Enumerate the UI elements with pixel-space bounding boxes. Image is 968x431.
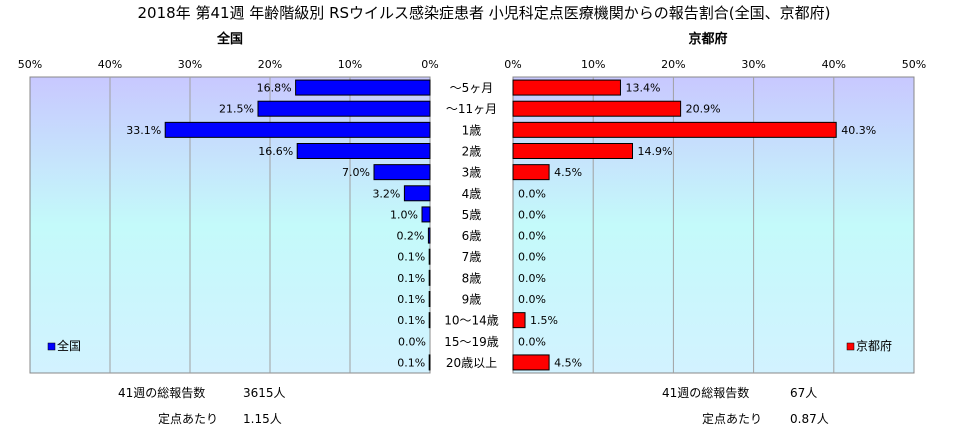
national-bar: [428, 354, 431, 371]
national-bar: [428, 269, 431, 286]
national-legend-label: 全国: [57, 338, 81, 353]
kyoto-data-label: 40.3%: [841, 124, 876, 137]
right-tick-label: 30%: [741, 58, 765, 71]
kyoto-data-label: 4.5%: [554, 166, 582, 179]
kyoto-total-label: 41週の総報告数: [662, 386, 750, 400]
national-bar: [421, 206, 431, 223]
kyoto-data-label: 0.0%: [518, 187, 546, 200]
right-tick-label: 0%: [504, 58, 521, 71]
national-data-label: 0.1%: [397, 314, 425, 327]
national-data-label: 3.2%: [372, 187, 400, 200]
kyoto-bar: [512, 354, 550, 371]
kyoto-data-label: 0.0%: [518, 335, 546, 348]
national-bar: [428, 291, 431, 307]
kyoto-data-label: 1.5%: [530, 314, 558, 327]
category-label: ～11ヶ月: [446, 102, 497, 116]
kyoto-data-label: 0.0%: [518, 272, 546, 285]
right-plot-area: [512, 76, 915, 374]
kyoto-bar: [512, 312, 526, 329]
kyoto-bar: [512, 164, 550, 181]
national-bar: [427, 227, 431, 244]
right-tick-label: 20%: [661, 58, 685, 71]
kyoto-data-label: 0.0%: [518, 293, 546, 306]
national-per-site-label: 定点あたり: [158, 412, 219, 426]
kyoto-bar: [512, 79, 621, 96]
national-bar: [257, 100, 431, 117]
kyoto-data-label: 0.0%: [518, 230, 546, 243]
left-tick-label: 50%: [18, 58, 42, 71]
national-bar: [295, 79, 431, 96]
national-bar: [296, 143, 431, 159]
kyoto-bar: [512, 100, 682, 117]
kyoto-data-label: 20.9%: [686, 103, 721, 116]
kyoto-legend-label: 京都府: [856, 338, 892, 353]
kyoto-per-site-label: 定点あたり: [702, 412, 763, 426]
kyoto-bar: [512, 143, 633, 159]
category-label: 8歳: [462, 271, 482, 285]
national-panel-heading: 全国: [216, 31, 243, 47]
national-data-label: 0.1%: [397, 293, 425, 306]
national-data-label: 33.1%: [126, 124, 161, 137]
kyoto-total-value: 67人: [790, 386, 818, 400]
category-label: 4歳: [462, 187, 482, 201]
national-per-site-value: 1.15人: [243, 412, 282, 426]
national-data-label: 0.1%: [397, 272, 425, 285]
right-tick-label: 40%: [822, 58, 846, 71]
category-label: 10～14歳: [444, 314, 499, 328]
category-label: 9歳: [462, 293, 482, 307]
category-label: 20歳以上: [446, 356, 497, 370]
national-bar: [373, 164, 431, 181]
national-legend-swatch: [47, 342, 56, 351]
kyoto-data-label: 0.0%: [518, 208, 546, 221]
national-data-label: 0.1%: [397, 251, 425, 264]
national-data-label: 1.0%: [390, 208, 418, 221]
national-data-label: 21.5%: [219, 103, 254, 116]
national-data-label: 16.6%: [258, 145, 293, 158]
category-label: 6歳: [462, 229, 482, 243]
kyoto-bar: [512, 121, 837, 138]
left-tick-label: 10%: [338, 58, 362, 71]
kyoto-legend-swatch: [846, 342, 855, 351]
kyoto-per-site-value: 0.87人: [790, 412, 829, 426]
category-label: 15～19歳: [444, 335, 499, 349]
category-label: 5歳: [462, 208, 482, 222]
category-label: ～5ヶ月: [450, 81, 494, 95]
national-total-value: 3615人: [243, 386, 286, 400]
national-bar: [428, 312, 431, 329]
category-label: 7歳: [462, 250, 482, 264]
national-data-label: 16.8%: [257, 82, 292, 95]
category-label: 1歳: [462, 123, 482, 137]
kyoto-data-label: 14.9%: [637, 145, 672, 158]
national-total-label: 41週の総報告数: [118, 386, 206, 400]
left-tick-label: 20%: [258, 58, 282, 71]
category-label: 3歳: [462, 166, 482, 180]
national-bar: [403, 185, 431, 202]
national-data-label: 7.0%: [342, 166, 370, 179]
left-plot-area: [29, 76, 431, 374]
right-tick-label: 10%: [581, 58, 605, 71]
national-data-label: 0.0%: [398, 335, 426, 348]
national-data-label: 0.1%: [397, 356, 425, 369]
kyoto-data-label: 13.4%: [625, 82, 660, 95]
category-label: 2歳: [462, 145, 482, 159]
kyoto-data-label: 4.5%: [554, 356, 582, 369]
left-tick-label: 30%: [178, 58, 202, 71]
left-tick-label: 0%: [421, 58, 438, 71]
national-bar: [428, 248, 431, 265]
chart-title: 2018年 第41週 年齢階級別 RSウイルス感染症患者 小児科定点医療機関から…: [137, 4, 831, 22]
right-tick-label: 50%: [902, 58, 926, 71]
left-tick-label: 40%: [98, 58, 122, 71]
national-data-label: 0.2%: [396, 230, 424, 243]
kyoto-data-label: 0.0%: [518, 251, 546, 264]
national-bar: [164, 121, 431, 138]
kyoto-panel-heading: 京都府: [688, 31, 727, 47]
